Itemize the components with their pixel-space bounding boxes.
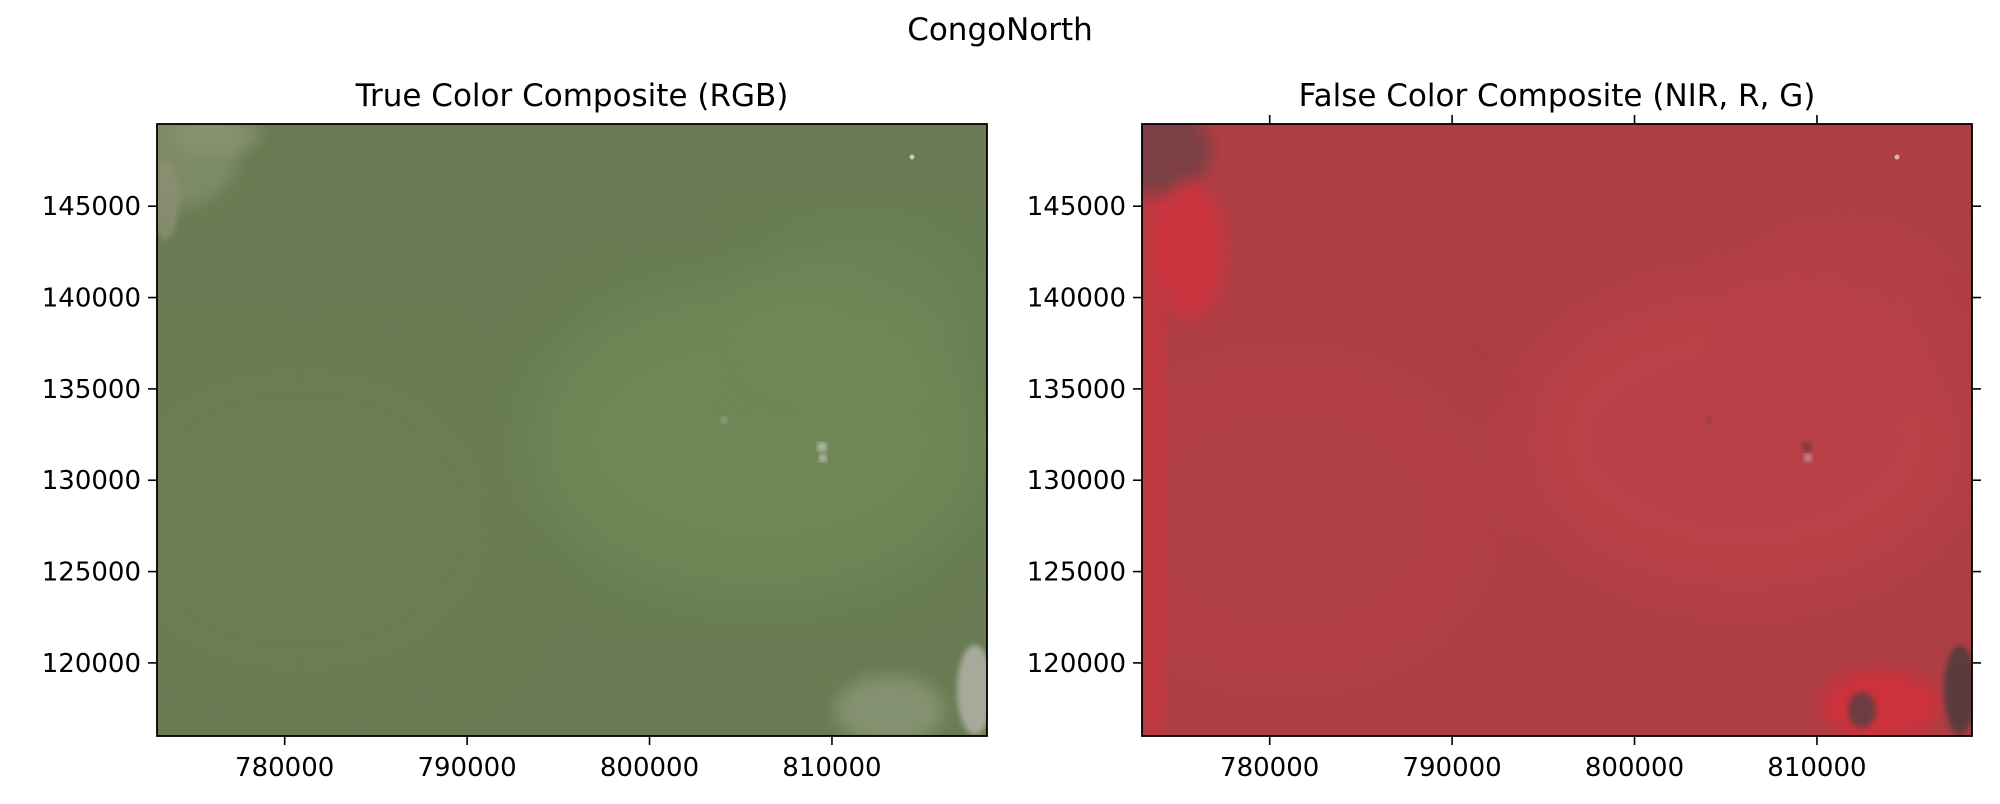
x-tick-label: 780000 — [235, 753, 334, 783]
x-tick-label: 810000 — [782, 753, 881, 783]
x-tick-label: 800000 — [600, 753, 699, 783]
y-tick-label: 130000 — [1027, 466, 1126, 496]
y-tick-label: 125000 — [1027, 558, 1126, 588]
raster-image — [1142, 124, 1972, 736]
y-tick-label: 130000 — [42, 466, 141, 496]
y-axis: 145000 140000 135000 130000 125000 120000 — [42, 192, 157, 679]
axes-frame — [1141, 123, 1973, 737]
y-tick-label: 120000 — [1027, 649, 1126, 679]
panel-true-color: True Color Composite (RGB) 780000 790000 8… — [42, 78, 988, 783]
y-tick-label: 120000 — [42, 649, 141, 679]
x-tick-label: 780000 — [1220, 753, 1319, 783]
x-axis: 780000 790000 800000 810000 — [1220, 115, 1867, 783]
y-tick-label: 140000 — [1027, 284, 1126, 314]
y-tick-label: 135000 — [42, 375, 141, 405]
raster-image — [157, 124, 987, 736]
panel-false-color: False Color Composite (NIR, R, G) 780000… — [1027, 78, 1981, 783]
y-axis: 145000 140000 135000 130000 125000 120000 — [1027, 192, 1981, 679]
x-tick-label: 790000 — [417, 753, 516, 783]
axes-frame — [156, 123, 988, 737]
panel-title: True Color Composite (RGB) — [355, 78, 789, 114]
y-tick-label: 145000 — [42, 192, 141, 222]
y-tick-label: 140000 — [42, 284, 141, 314]
y-tick-label: 145000 — [1027, 192, 1126, 222]
figure-suptitle: CongoNorth — [907, 12, 1093, 48]
y-tick-label: 125000 — [42, 558, 141, 588]
y-tick-label: 135000 — [1027, 375, 1126, 405]
x-axis: 780000 790000 800000 810000 — [235, 736, 882, 783]
x-tick-label: 810000 — [1767, 753, 1866, 783]
x-tick-label: 790000 — [1402, 753, 1501, 783]
x-tick-label: 800000 — [1585, 753, 1684, 783]
panel-title: False Color Composite (NIR, R, G) — [1299, 78, 1816, 114]
